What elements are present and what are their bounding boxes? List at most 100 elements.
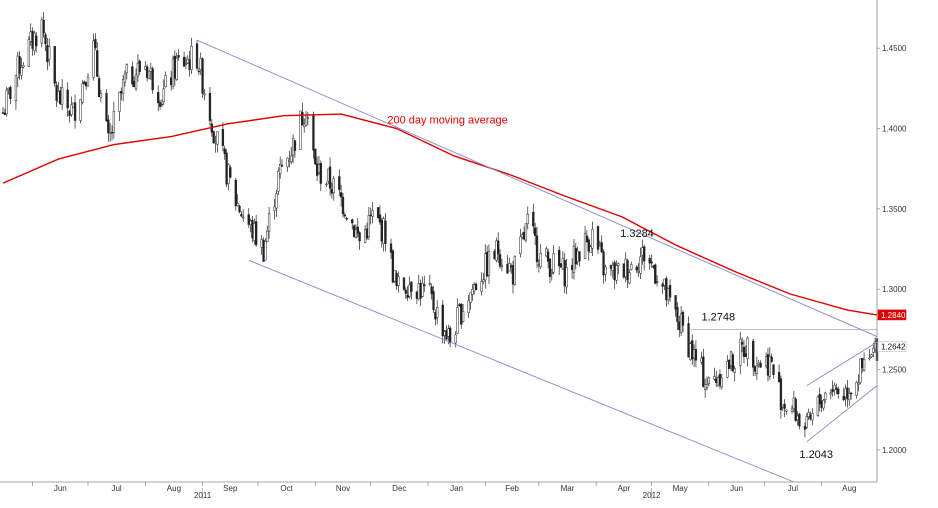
trendline-2 — [248, 259, 795, 483]
candle-body — [705, 384, 709, 388]
candle-body — [328, 166, 332, 189]
candle-body — [668, 285, 672, 298]
candle-body — [266, 230, 269, 243]
candle-body — [652, 265, 655, 268]
price-tags: 1.2840 1.2642 — [877, 309, 907, 353]
candle-body — [35, 35, 38, 47]
candle-body — [484, 253, 487, 281]
candle-body — [870, 354, 873, 358]
candle-body — [33, 32, 36, 52]
candle-body — [604, 266, 607, 275]
candle-body — [286, 157, 289, 168]
candle-body — [441, 304, 444, 337]
candle-body — [158, 102, 162, 107]
candle-body — [835, 387, 838, 390]
candle-body — [506, 264, 509, 274]
candle-body — [772, 364, 775, 375]
candle-body — [822, 399, 825, 409]
x-tick-label: Apr — [618, 484, 631, 493]
candle-body — [378, 214, 382, 223]
candle-body — [635, 266, 638, 271]
candle-body — [785, 409, 788, 412]
candle-body — [1, 112, 5, 114]
y-axis: 1.2000 1.2500 1.3000 1.3500 1.4000 1.4500 — [876, 0, 907, 482]
candle-body — [280, 165, 284, 167]
candle-body — [203, 93, 206, 96]
y-tick-label: 1.3500 — [882, 205, 907, 214]
candle-body — [199, 58, 202, 70]
candle-body — [421, 282, 424, 297]
candle-body — [79, 99, 82, 121]
candle-body — [436, 307, 439, 318]
candle-body — [615, 265, 618, 281]
candle-body — [190, 45, 193, 71]
candle-body — [833, 385, 836, 391]
candle-body — [253, 223, 256, 241]
candle-body — [356, 226, 359, 234]
candle-body — [57, 91, 60, 103]
candle-body — [325, 183, 328, 186]
candle-body — [617, 263, 620, 266]
candle-body — [131, 66, 134, 85]
candle-body — [729, 351, 733, 366]
candle-body — [18, 56, 21, 74]
candle-body — [779, 378, 783, 411]
candle-body — [72, 102, 75, 108]
candle-body — [661, 283, 664, 287]
candle-body — [715, 378, 718, 384]
candle-body — [430, 286, 433, 295]
price-annotation: 1.2043 — [799, 449, 833, 461]
candle-body — [485, 252, 489, 277]
trendlines — [196, 39, 878, 483]
candle-body — [358, 232, 361, 242]
candle-body — [162, 88, 165, 102]
x-tick-label: Feb — [505, 484, 519, 493]
candle-body — [535, 235, 539, 263]
candlestick-series — [1, 12, 879, 438]
candle-body — [389, 243, 393, 253]
candle-body — [861, 358, 864, 368]
candle-body — [53, 46, 56, 84]
candle-body — [572, 245, 576, 273]
candle-body — [173, 55, 176, 79]
x-tick-label: Sep — [223, 484, 238, 493]
candle-body — [112, 110, 116, 133]
candle-body — [665, 278, 668, 301]
candle-body — [674, 295, 677, 310]
candle-body — [739, 338, 742, 366]
candle-body — [859, 358, 862, 384]
candle-body — [97, 78, 101, 98]
candle-body — [262, 239, 265, 262]
candle-body — [94, 39, 97, 49]
candle-body — [121, 79, 125, 94]
candle-body — [558, 249, 561, 267]
moving-average-series — [2, 113, 878, 316]
candle-body — [315, 163, 319, 176]
candle-body — [759, 362, 762, 368]
candle-body — [160, 103, 164, 106]
candle-body — [583, 233, 587, 259]
candle-body — [524, 223, 528, 241]
y-tick-label: 1.2000 — [882, 446, 907, 455]
candle-body — [742, 346, 746, 357]
candle-body — [500, 264, 504, 267]
candle-body — [42, 19, 45, 34]
price-tag-box — [877, 309, 907, 321]
candle-body — [68, 110, 71, 116]
candle-body — [260, 239, 263, 248]
candle-body — [138, 60, 141, 72]
candle-body — [341, 197, 345, 215]
candle-body — [406, 294, 409, 298]
candle-body — [345, 218, 348, 220]
candle-body — [369, 214, 372, 217]
candle-body — [454, 334, 457, 344]
candle-body — [679, 313, 683, 333]
candle-body — [755, 365, 759, 374]
y-tick-label: 1.4000 — [882, 125, 907, 134]
candle-body — [151, 68, 154, 91]
candle-body — [707, 377, 711, 384]
candle-body — [432, 291, 435, 311]
candle-body — [546, 251, 550, 262]
candle-body — [404, 289, 407, 294]
candle-body — [687, 323, 690, 358]
